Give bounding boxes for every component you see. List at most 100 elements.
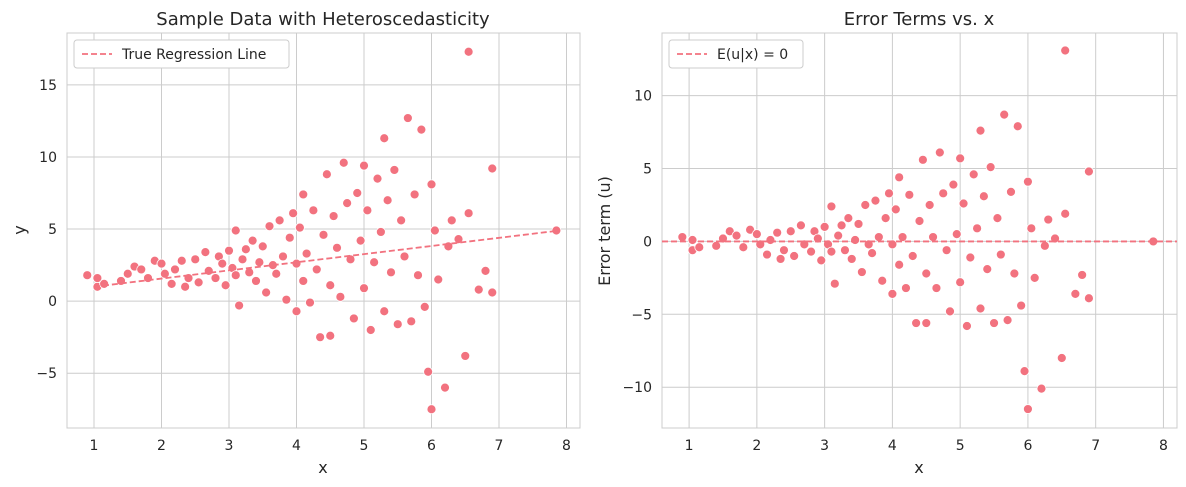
- right-data-point: [826, 201, 837, 212]
- left-regression-line: [93, 229, 560, 288]
- right-data-point: [833, 230, 844, 241]
- left-data-point: [278, 251, 288, 262]
- left-y-tick-label: 15: [39, 78, 57, 94]
- left-data-point: [379, 133, 390, 144]
- left-x-tick-label: 6: [427, 438, 436, 454]
- left-data-point: [274, 215, 285, 226]
- left-data-point: [281, 294, 292, 305]
- right-x-tick-label: 8: [1159, 438, 1168, 454]
- right-data-point: [850, 235, 861, 245]
- left-y-tick-label: 0: [48, 294, 57, 310]
- left-y-tick-label: −5: [36, 366, 57, 382]
- left-data-point: [298, 189, 309, 200]
- right-x-tick-label: 3: [820, 438, 829, 454]
- right-data-point: [921, 318, 932, 328]
- right-data-point: [1019, 366, 1030, 377]
- left-data-point: [480, 265, 491, 276]
- right-data-point: [677, 232, 688, 242]
- right-data-point: [796, 220, 806, 231]
- right-data-point: [1036, 383, 1047, 394]
- left-y-axis-label: y: [10, 225, 29, 234]
- right-data-point: [958, 198, 969, 209]
- right-y-tick-label: 0: [643, 234, 652, 250]
- left-data-point: [99, 278, 110, 289]
- right-data-point: [836, 220, 847, 231]
- right-data-point: [745, 224, 755, 235]
- left-data-point: [402, 113, 413, 123]
- right-data-point: [904, 189, 915, 200]
- right-data-point: [978, 191, 989, 202]
- right-data-point: [1060, 45, 1071, 56]
- left-data-point: [423, 366, 434, 377]
- left-data-point: [487, 163, 498, 174]
- right-data-point: [972, 223, 982, 234]
- right-points: [677, 45, 1159, 414]
- right-y-tick-label: −10: [622, 380, 652, 396]
- right-data-point: [962, 321, 972, 331]
- left-chart-title: Sample Data with Heteroscedasticity: [156, 9, 490, 30]
- right-data-point: [785, 226, 796, 237]
- left-data-point: [416, 124, 427, 135]
- right-x-tick-label: 4: [888, 438, 897, 454]
- left-data-point: [220, 280, 231, 291]
- right-y-tick-label: 5: [643, 162, 652, 178]
- left-data-point: [413, 270, 423, 281]
- left-data-point: [429, 225, 440, 236]
- right-data-point: [751, 229, 762, 240]
- left-data-point: [551, 225, 562, 236]
- right-data-point: [894, 172, 905, 183]
- left-x-tick-label: 8: [562, 438, 571, 454]
- right-data-point: [870, 195, 881, 206]
- right-data-point: [779, 245, 789, 256]
- right-legend-box: [668, 39, 804, 69]
- left-plot-frame: [66, 32, 581, 429]
- right-data-point: [1084, 293, 1094, 304]
- left-x-tick-label: 7: [495, 438, 504, 454]
- left-data-point: [419, 302, 430, 312]
- left-data-point: [288, 208, 299, 219]
- left-data-point: [180, 281, 191, 292]
- right-data-point: [1070, 289, 1081, 299]
- right-data-point: [907, 251, 918, 261]
- right-data-point: [694, 242, 705, 253]
- left-data-point: [230, 270, 241, 281]
- left-data-point: [217, 258, 228, 269]
- right-data-point: [853, 219, 864, 229]
- left-data-point: [406, 316, 417, 327]
- right-data-point: [775, 254, 786, 264]
- right-data-point: [941, 245, 952, 256]
- left-data-point: [460, 351, 471, 361]
- right-data-point: [955, 153, 966, 164]
- right-data-point: [995, 249, 1006, 260]
- left-data-point: [389, 165, 400, 175]
- left-data-point: [234, 300, 245, 311]
- left-data-point: [301, 248, 312, 259]
- right-data-point: [873, 232, 884, 242]
- left-data-point: [355, 235, 366, 246]
- left-data-point: [136, 264, 147, 275]
- right-x-tick-label: 2: [752, 438, 761, 454]
- left-points: [82, 46, 562, 415]
- left-data-point: [375, 227, 386, 237]
- right-data-point: [846, 254, 857, 264]
- right-data-point: [975, 303, 986, 314]
- right-data-point: [867, 248, 877, 258]
- left-data-point: [247, 235, 258, 246]
- left-data-point: [271, 268, 282, 279]
- right-data-point: [931, 283, 942, 293]
- right-data-point: [880, 213, 891, 224]
- left-x-tick-label: 5: [360, 438, 369, 454]
- right-data-point: [857, 267, 867, 277]
- left-data-point: [473, 284, 484, 295]
- right-data-point: [711, 240, 722, 251]
- right-data-point: [762, 249, 772, 260]
- left-data-point: [325, 330, 336, 341]
- left-data-point: [291, 258, 302, 269]
- right-x-tick-label: 6: [1023, 438, 1032, 454]
- right-gridlines: [662, 33, 1177, 428]
- right-data-point: [806, 246, 816, 257]
- right-data-point: [1077, 270, 1088, 280]
- right-x-axis-label: x: [914, 458, 923, 477]
- left-data-point: [342, 198, 353, 209]
